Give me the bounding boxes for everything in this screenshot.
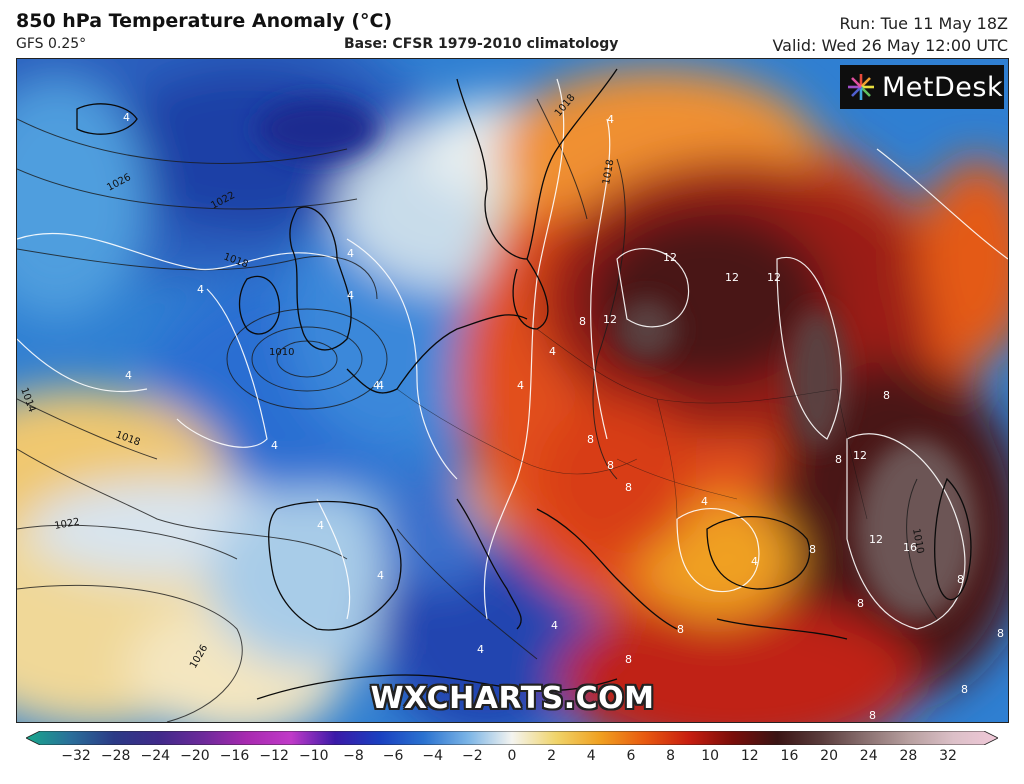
anomaly-label: 4 xyxy=(751,555,758,568)
colorbar-tick-label: 20 xyxy=(820,748,838,764)
anomaly-label: 8 xyxy=(869,709,876,722)
anomaly-label: 12 xyxy=(869,533,883,546)
anomaly-contours xyxy=(17,78,1008,630)
anomaly-map: 1026 1022 1018 1010 1014 1018 1022 1026 … xyxy=(16,58,1009,723)
anomaly-label: 4 xyxy=(317,519,324,532)
anomaly-label: 8 xyxy=(677,623,684,636)
anomaly-label: 4 xyxy=(477,643,484,656)
colorbar-tick-label: −12 xyxy=(259,748,289,764)
anomaly-label: 4 xyxy=(123,111,130,124)
colorbar-tick-label: 4 xyxy=(586,748,596,764)
borders xyxy=(396,328,868,520)
anomaly-label: 8 xyxy=(857,597,864,610)
colorbar-tick-label: 6 xyxy=(626,748,636,764)
anomaly-label: 4 xyxy=(197,283,204,296)
anomaly-label: 4 xyxy=(377,379,384,392)
colorbar-tick-label: −4 xyxy=(422,748,444,764)
anomaly-label: 4 xyxy=(271,439,278,452)
metdesk-logo-text: MetDesk xyxy=(882,71,1004,103)
colorbar xyxy=(26,731,998,745)
anomaly-label: 4 xyxy=(377,569,384,582)
climatology-base-label: Base: CFSR 1979-2010 climatology xyxy=(344,36,619,52)
colorbar-tick-label: −8 xyxy=(343,748,364,764)
colorbar-tick-label: −16 xyxy=(219,748,250,764)
wxcharts-watermark: WXCHARTS.COM xyxy=(370,681,655,716)
anomaly-label: 4 xyxy=(551,619,558,632)
temperature-field xyxy=(17,59,1008,722)
colorbar-tick-label: −24 xyxy=(140,748,171,764)
colorbar-tick-label: −32 xyxy=(61,748,91,764)
anomaly-label: 8 xyxy=(835,453,842,466)
colorbar-tick-label: 0 xyxy=(507,748,517,764)
anomaly-peaks xyxy=(257,99,977,619)
isobar-label: 1018 xyxy=(601,159,616,186)
colorbar-tick-label: 32 xyxy=(939,748,957,764)
colorbar-tick-label: −28 xyxy=(100,748,131,764)
isobars xyxy=(17,98,938,722)
anomaly-label: 8 xyxy=(579,315,586,328)
anomaly-label: 4 xyxy=(347,289,354,302)
run-time-label: Run: Tue 11 May 18Z xyxy=(839,14,1009,33)
anomaly-label: 4 xyxy=(701,495,708,508)
anomaly-label: 16 xyxy=(903,541,917,554)
anomaly-label: 12 xyxy=(663,251,677,264)
anomaly-label: 4 xyxy=(373,379,380,392)
valid-time-label: Valid: Wed 26 May 12:00 UTC xyxy=(772,36,1008,55)
isobar-label: 1022 xyxy=(54,517,81,532)
colorbar-tick-label: −20 xyxy=(180,748,210,764)
anomaly-label: 8 xyxy=(625,653,632,666)
colorbar-tick-label: 10 xyxy=(701,748,720,764)
colorbar-tick-label: −2 xyxy=(462,748,483,764)
anomaly-label: 12 xyxy=(853,449,867,462)
anomaly-label: 4 xyxy=(549,345,556,358)
anomaly-label: 8 xyxy=(997,627,1004,640)
anomaly-label: 8 xyxy=(587,433,594,446)
isobar-label: 1010 xyxy=(910,528,925,555)
colorbar-tick-label: −6 xyxy=(382,748,404,764)
anomaly-label: 8 xyxy=(625,481,632,494)
model-label: GFS 0.25° xyxy=(16,36,87,52)
colorbar-tick-label: 16 xyxy=(780,748,799,764)
anomaly-label: 4 xyxy=(517,379,524,392)
colorbar-tick-label: 8 xyxy=(666,748,675,764)
anomaly-label: 8 xyxy=(883,389,890,402)
map-canvas: 1026 1022 1018 1010 1014 1018 1022 1026 … xyxy=(17,59,1008,722)
anomaly-labels: 4 4 4 4 4 4 4 4 4 4 4 4 4 4 4 12 12 12 1… xyxy=(123,111,1004,722)
anomaly-label: 4 xyxy=(125,369,132,382)
colorbar-ramp xyxy=(26,731,998,745)
anomaly-label: 12 xyxy=(603,313,617,326)
colorbar-tick-label: 2 xyxy=(547,748,557,764)
anomaly-label: 8 xyxy=(607,459,614,472)
coastlines xyxy=(76,68,972,700)
isobar-label: 1010 xyxy=(269,347,294,358)
colorbar-ticks: −32 −28 −24 −20 −16 −12 −10 −8 −6 −4 −2 0 2 4 6 8 10 12 16… xyxy=(0,748,1024,772)
anomaly-label: 4 xyxy=(607,113,614,126)
chart-title: 850 hPa Temperature Anomaly (°C) xyxy=(16,10,393,32)
metdesk-logo: MetDesk xyxy=(840,65,1004,109)
anomaly-label: 4 xyxy=(347,247,354,260)
anomaly-label: 12 xyxy=(725,271,739,284)
anomaly-label: 12 xyxy=(767,271,781,284)
colorbar-tick-label: −10 xyxy=(299,748,329,764)
metdesk-starburst-icon xyxy=(848,74,874,100)
anomaly-label: 8 xyxy=(957,573,964,586)
colorbar-tick-label: 24 xyxy=(859,748,878,764)
colorbar-tick-label: 28 xyxy=(899,748,918,764)
anomaly-label: 8 xyxy=(809,543,816,556)
colorbar-tick-label: 12 xyxy=(740,748,759,764)
anomaly-label: 8 xyxy=(961,683,968,696)
